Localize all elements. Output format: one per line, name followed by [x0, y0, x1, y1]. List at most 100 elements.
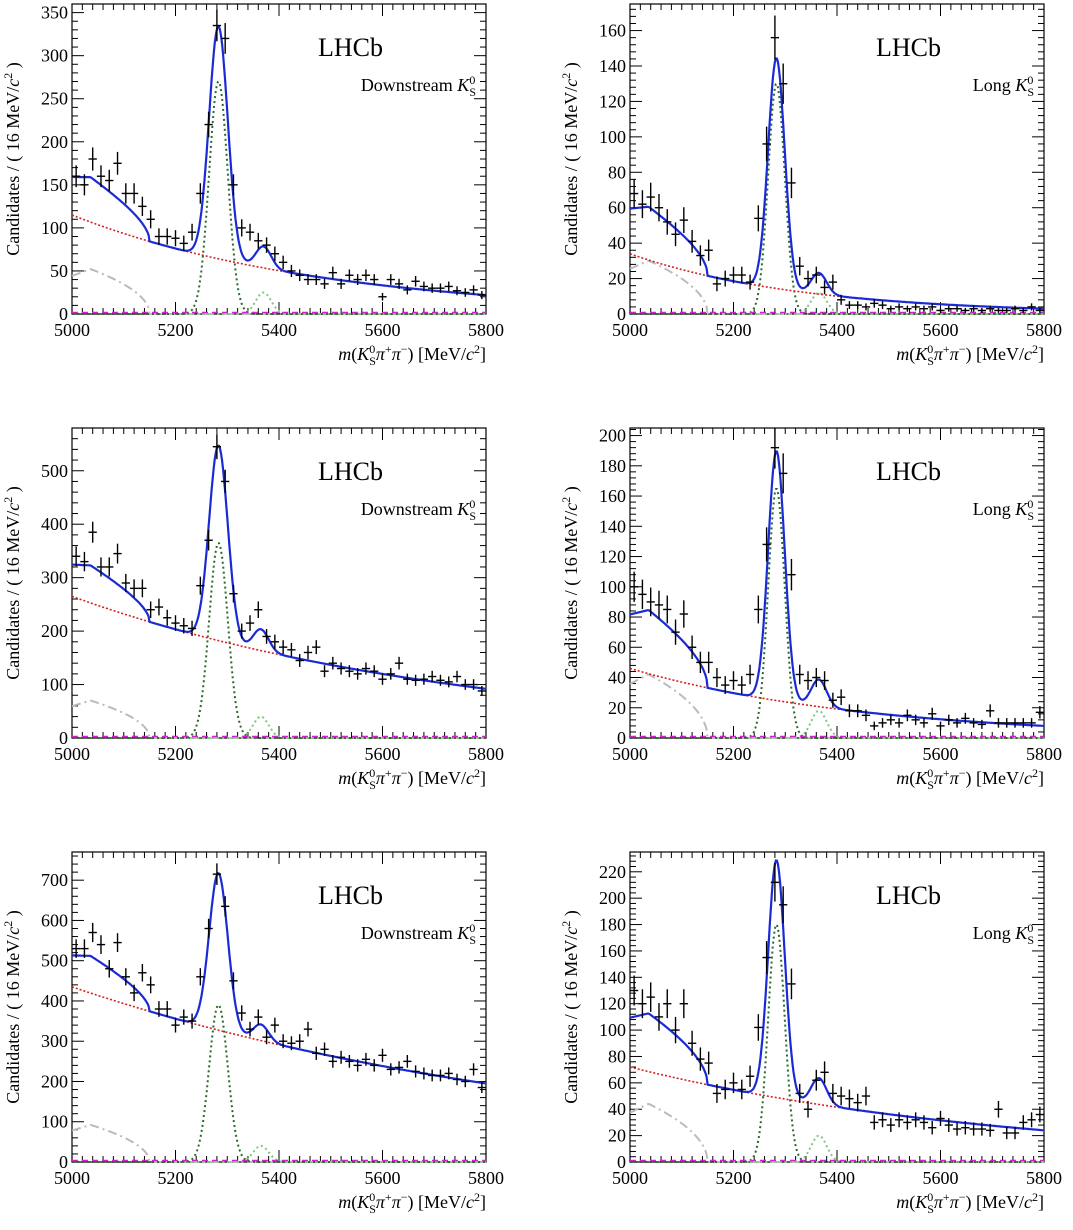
sample-label: Downstream K0 S [361, 73, 476, 99]
data-point [312, 274, 321, 286]
data-point [663, 209, 672, 235]
total-fit-curve [629, 859, 1044, 1132]
data-point [687, 230, 697, 253]
data-point [279, 255, 288, 270]
data-point [72, 939, 81, 958]
data-point [96, 935, 106, 954]
data-point [179, 235, 188, 252]
data-point [1035, 1106, 1044, 1123]
data-point [96, 165, 106, 188]
data-point [436, 1069, 445, 1082]
data-point [762, 527, 771, 562]
data-point [270, 634, 279, 649]
x-tick-label: 5800 [468, 1168, 504, 1188]
data-point [353, 274, 362, 286]
data-point [812, 1069, 821, 1091]
data-point [828, 1083, 837, 1103]
data-point [245, 1021, 255, 1037]
data-point [886, 1118, 895, 1133]
data-point [96, 557, 106, 577]
y-tick-label: 180 [599, 915, 626, 935]
data-point [1002, 1126, 1011, 1140]
data-point [295, 1034, 304, 1049]
data-point [986, 704, 995, 718]
data-point [411, 1065, 420, 1078]
data-point [919, 1115, 929, 1130]
x-tick-label: 5600 [365, 1168, 401, 1188]
data-point [903, 709, 912, 722]
x-tick-label: 5200 [158, 1168, 194, 1188]
y-tick-label: 160 [599, 941, 626, 961]
data-point [179, 1009, 188, 1025]
y-tick-label: 40 [608, 233, 626, 253]
data-point [911, 1112, 920, 1128]
total-fit-curve [72, 444, 487, 690]
y-tick-label: 120 [599, 547, 626, 567]
y-tick-label: 20 [608, 698, 626, 718]
y-tick-label: 120 [599, 994, 626, 1014]
y-tick-label: 80 [608, 1046, 626, 1066]
data-point [721, 1079, 730, 1100]
data-point [820, 671, 829, 690]
data-point [312, 640, 321, 655]
data-point [837, 294, 846, 305]
data-point [828, 692, 837, 708]
data-point [378, 673, 387, 685]
data-point [886, 305, 895, 312]
data-point [105, 169, 114, 192]
y-tick-label: 100 [41, 1112, 68, 1132]
data-point [754, 1014, 763, 1041]
data-point [469, 285, 478, 295]
data-point [861, 1086, 871, 1106]
data-point [911, 714, 920, 726]
data-point [212, 9, 222, 42]
data-point [671, 222, 680, 247]
data-point [936, 1110, 945, 1127]
data-point [461, 1075, 470, 1088]
data-point [254, 1009, 263, 1025]
data-point [345, 1054, 354, 1068]
data-point [196, 968, 205, 986]
data-point [461, 679, 470, 690]
x-tick-label: 5000 [54, 1168, 90, 1188]
total-fit-curve [72, 25, 487, 297]
x-axis-label: m(K0 Sπ+π−) [MeV/c2] [338, 766, 486, 792]
data-point [812, 266, 821, 284]
y-tick-label: 100 [41, 218, 68, 238]
data-point [154, 228, 164, 245]
y-tick-label: 0 [617, 304, 626, 324]
data-point [737, 676, 746, 695]
x-tick-label: 5000 [54, 744, 90, 764]
data-point [254, 601, 263, 619]
data-point [394, 656, 404, 670]
data-point [212, 434, 222, 460]
data-point [80, 939, 89, 958]
x-tick-label: 5600 [923, 320, 959, 340]
data-point [687, 635, 697, 659]
data-point [113, 151, 122, 175]
y-tick-label: 350 [41, 3, 68, 23]
data-point [1019, 718, 1028, 728]
data-point [221, 896, 230, 917]
x-axis-label: m(K0 Sπ+π−) [MeV/c2] [896, 766, 1044, 792]
data-point [237, 219, 246, 237]
data-point [853, 301, 862, 310]
data-point [287, 1036, 296, 1051]
data-point [762, 941, 771, 974]
data-point [754, 205, 763, 232]
data-point [403, 673, 412, 685]
data-point [138, 964, 147, 982]
data-point [721, 270, 730, 287]
y-tick-label: 60 [608, 637, 626, 657]
data-point [762, 126, 771, 162]
x-tick-label: 5000 [612, 1168, 648, 1188]
data-point [729, 1072, 738, 1094]
data-point [737, 1079, 746, 1100]
y-tick-label: 0 [59, 1152, 68, 1172]
data-point [204, 918, 213, 939]
data-point [212, 863, 222, 885]
data-point [903, 305, 912, 312]
data-point [886, 714, 895, 726]
y-tick-label: 200 [41, 621, 68, 641]
y-tick-label: 60 [608, 1073, 626, 1093]
